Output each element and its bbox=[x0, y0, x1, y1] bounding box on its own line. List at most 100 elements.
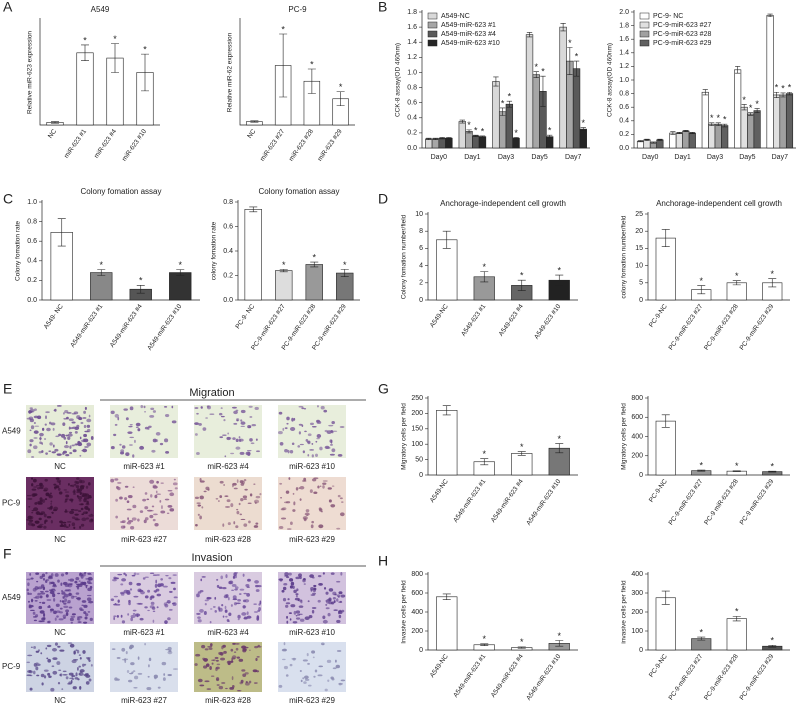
bar bbox=[655, 237, 676, 301]
y-axis-label: Colony fomation rate bbox=[15, 221, 22, 281]
cell bbox=[68, 523, 71, 527]
cell bbox=[35, 666, 39, 671]
cell bbox=[282, 427, 285, 431]
cell bbox=[249, 649, 251, 651]
cell bbox=[62, 422, 66, 427]
cell bbox=[52, 657, 58, 661]
error-bar bbox=[506, 100, 513, 108]
y-tick-label: 0.8 bbox=[27, 218, 37, 225]
cell bbox=[128, 601, 131, 606]
cell bbox=[117, 599, 120, 603]
y-tick-label: 200 bbox=[411, 410, 423, 417]
cell bbox=[253, 611, 258, 613]
cell bbox=[150, 601, 155, 605]
cell bbox=[335, 664, 341, 669]
cell bbox=[218, 607, 221, 612]
cell bbox=[335, 659, 337, 663]
error-bar bbox=[279, 269, 288, 273]
cell bbox=[48, 450, 52, 452]
cell bbox=[83, 410, 87, 414]
micrograph-caption: miR-623 #27 bbox=[121, 535, 167, 544]
x-tick-label: PC-9-NC bbox=[648, 653, 669, 679]
cell bbox=[49, 442, 53, 446]
cell bbox=[156, 493, 161, 495]
cell bbox=[340, 572, 343, 576]
cell bbox=[244, 672, 249, 675]
cell bbox=[62, 614, 67, 619]
cell bbox=[41, 450, 44, 453]
cell bbox=[299, 670, 302, 672]
cell bbox=[43, 613, 46, 617]
cell bbox=[67, 642, 73, 644]
cell bbox=[222, 523, 225, 527]
cell bbox=[233, 651, 237, 653]
cell bbox=[285, 501, 291, 504]
cell bbox=[253, 499, 260, 504]
legend-swatch bbox=[639, 12, 650, 20]
cell bbox=[121, 620, 126, 624]
y-tick-label: 8 bbox=[419, 228, 423, 235]
cell bbox=[210, 675, 215, 677]
cell bbox=[148, 664, 150, 668]
cell bbox=[313, 584, 317, 588]
cell bbox=[154, 523, 159, 527]
error-bar bbox=[661, 229, 670, 247]
cell bbox=[139, 510, 144, 513]
bar bbox=[773, 94, 781, 149]
x-tick-label: PC-9-miR-623 #29 bbox=[738, 653, 775, 702]
cell bbox=[306, 653, 309, 657]
cell bbox=[216, 684, 220, 686]
bar bbox=[90, 272, 113, 301]
x-tick-label: Day7 bbox=[565, 154, 581, 161]
cell bbox=[238, 689, 240, 692]
x-tick-label: A549-623 #1 bbox=[460, 303, 487, 338]
panel-label: B bbox=[378, 0, 387, 15]
error-bar bbox=[773, 91, 780, 98]
cell bbox=[44, 423, 47, 426]
cell bbox=[225, 506, 230, 508]
cell bbox=[132, 504, 137, 509]
cell bbox=[196, 612, 201, 615]
cell bbox=[253, 525, 259, 528]
cell bbox=[211, 659, 215, 661]
micrograph-caption: miR-623 #10 bbox=[289, 628, 335, 637]
cell bbox=[137, 672, 143, 675]
x-tick-label: A549-miR-623 #10 bbox=[525, 653, 562, 702]
cell bbox=[291, 442, 295, 446]
cell bbox=[293, 501, 296, 506]
error-bar bbox=[697, 469, 706, 472]
cell bbox=[340, 679, 346, 682]
cell bbox=[38, 517, 42, 521]
cell bbox=[86, 442, 92, 447]
cell bbox=[43, 487, 49, 492]
cell bbox=[130, 526, 135, 530]
cell bbox=[149, 479, 155, 484]
cell bbox=[111, 648, 116, 650]
cell bbox=[76, 649, 80, 654]
cell bbox=[168, 649, 172, 653]
cell bbox=[63, 523, 67, 528]
cell bbox=[152, 485, 158, 489]
micrograph-caption: miR-623 #1 bbox=[123, 462, 165, 471]
cell bbox=[255, 589, 260, 592]
cell bbox=[255, 438, 258, 441]
cell bbox=[164, 438, 169, 443]
cell bbox=[199, 478, 202, 482]
cell bbox=[206, 596, 212, 600]
error-bar bbox=[480, 271, 489, 283]
cell bbox=[139, 617, 144, 621]
cell bbox=[278, 684, 283, 688]
cell bbox=[75, 576, 80, 581]
y-tick-label: 1.2 bbox=[407, 54, 417, 61]
y-tick-label: 20 bbox=[635, 228, 643, 235]
significance-star: * bbox=[735, 271, 739, 281]
cell bbox=[299, 498, 302, 501]
bar bbox=[675, 132, 683, 149]
y-tick-label: 0 bbox=[419, 297, 423, 304]
cell bbox=[117, 573, 123, 576]
error-bar bbox=[513, 137, 519, 140]
cell bbox=[295, 593, 299, 596]
cell bbox=[163, 406, 168, 408]
cell bbox=[83, 621, 88, 624]
cell bbox=[201, 506, 204, 509]
